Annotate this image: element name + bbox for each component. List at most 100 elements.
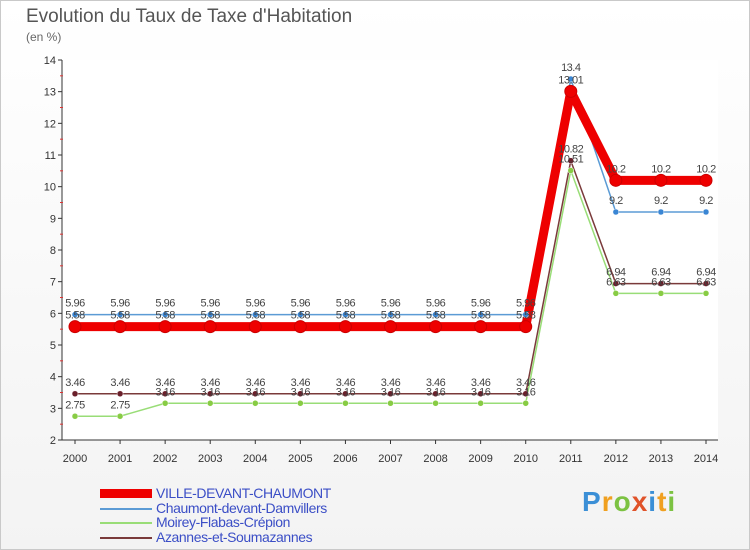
data-label: 3.46: [110, 377, 130, 389]
data-point: [432, 311, 439, 318]
data-label: 6.94: [651, 267, 671, 279]
y-tick-label: 9: [50, 213, 56, 225]
y-tick-label: 12: [44, 118, 56, 130]
series-points: [68, 75, 713, 420]
data-point: [161, 390, 169, 398]
data-point: [342, 311, 349, 318]
data-label: 5.58: [471, 310, 491, 322]
data-label: 3.16: [291, 386, 311, 398]
data-label: 5.96: [110, 298, 130, 310]
data-label: 5.96: [471, 298, 491, 310]
x-tick-label: 2009: [468, 453, 492, 465]
data-label: 3.46: [381, 377, 401, 389]
x-tick-label: 2012: [604, 453, 628, 465]
data-point: [384, 320, 397, 334]
data-point: [252, 400, 259, 407]
x-tick-label: 2002: [153, 453, 177, 465]
legend-label: Moirey-Flabas-Crépion: [156, 514, 290, 530]
x-tick-label: 2013: [649, 453, 673, 465]
x-tick-label: 2014: [694, 453, 718, 465]
data-labels: 5.58 5.58 5.58 5.58 5.58 5.58 5.58 5.58 5.58 5.58…: [65, 62, 716, 411]
data-label: 2.75: [110, 399, 130, 411]
data-point: [387, 390, 394, 398]
data-point: [161, 311, 169, 318]
chart-title: Evolution du Taux de Taxe d'Habitation: [26, 6, 353, 27]
data-point: [297, 400, 304, 407]
x-tick-label: 2008: [423, 453, 447, 465]
data-label: 3.46: [65, 377, 85, 389]
y-tick-label: 4: [50, 372, 56, 384]
data-label: 9.2: [654, 195, 668, 207]
data-point: [387, 400, 394, 407]
x-tick-label: 2000: [63, 453, 87, 465]
data-point: [522, 400, 529, 407]
data-point: [474, 320, 488, 334]
data-point: [432, 390, 439, 398]
y-tick-label: 8: [50, 245, 56, 257]
data-label: 5.96: [65, 298, 85, 310]
x-tick-label: 2005: [288, 453, 312, 465]
data-point: [387, 311, 394, 318]
data-label: 3.46: [471, 377, 491, 389]
data-label: 5.96: [246, 298, 266, 310]
x-tick-label: 2004: [243, 453, 267, 465]
data-label: 6.63: [651, 276, 671, 288]
data-point: [297, 390, 304, 398]
data-label: 3.46: [291, 377, 311, 389]
data-point: [206, 311, 214, 318]
data-label: 5.58: [291, 310, 311, 322]
data-point: [252, 311, 259, 318]
legend-label: VILLE-DEVANT-CHAUMONT: [156, 485, 331, 501]
data-point: [158, 320, 172, 334]
x-tick-label: 2006: [333, 453, 357, 465]
y-tick-label: 14: [44, 55, 56, 67]
data-label: 5.58: [201, 310, 221, 322]
data-point: [699, 173, 713, 187]
data-label: 5.58: [516, 310, 536, 322]
data-label: 5.96: [516, 298, 536, 310]
x-tick-label: 2011: [559, 453, 583, 465]
data-label: 13.01: [558, 74, 583, 86]
data-label: 10.2: [651, 163, 671, 175]
data-label: 5.96: [381, 298, 401, 310]
data-label: 10.2: [696, 163, 716, 175]
data-point: [702, 208, 710, 216]
data-point: [71, 413, 79, 420]
data-point: [68, 320, 82, 334]
data-point: [116, 413, 124, 420]
data-point: [567, 75, 575, 83]
data-point: [657, 280, 665, 287]
data-label: 3.46: [516, 377, 536, 389]
data-label: 5.58: [65, 310, 85, 322]
data-label: 3.46: [155, 377, 175, 389]
data-point: [657, 208, 665, 216]
legend-swatch: [100, 489, 152, 498]
data-label: 3.16: [426, 386, 446, 398]
data-point: [116, 390, 124, 398]
x-tick-label: 2007: [378, 453, 402, 465]
y-tick-label: 6: [50, 308, 56, 320]
legend-label: Azannes-et-Soumazannes: [156, 529, 313, 545]
data-point: [519, 320, 533, 334]
x-tick-label: 2003: [198, 453, 222, 465]
data-label: 3.16: [381, 386, 401, 398]
y-tick-label: 3: [50, 403, 56, 415]
data-point: [612, 280, 620, 287]
data-point: [206, 390, 214, 398]
data-point: [206, 400, 214, 407]
data-label: 5.96: [201, 298, 221, 310]
data-point: [702, 290, 710, 297]
legend-swatch: [100, 508, 152, 510]
data-point: [477, 311, 484, 318]
proxiti-logo: Proxiti: [582, 486, 677, 517]
data-point: [612, 208, 620, 216]
data-point: [342, 400, 349, 407]
data-label: 5.96: [291, 298, 311, 310]
data-label: 3.16: [516, 386, 536, 398]
chart-axes: 2 3 4 5 6 7 8 9 10 11 12 13 14 2000 2001 2002 2003 2004 20…: [44, 55, 718, 465]
data-label: 5.96: [426, 298, 446, 310]
data-point: [71, 311, 79, 318]
data-label: 5.96: [155, 298, 175, 310]
y-tick-label: 11: [45, 150, 56, 162]
x-tick-label: 2010: [513, 453, 537, 465]
